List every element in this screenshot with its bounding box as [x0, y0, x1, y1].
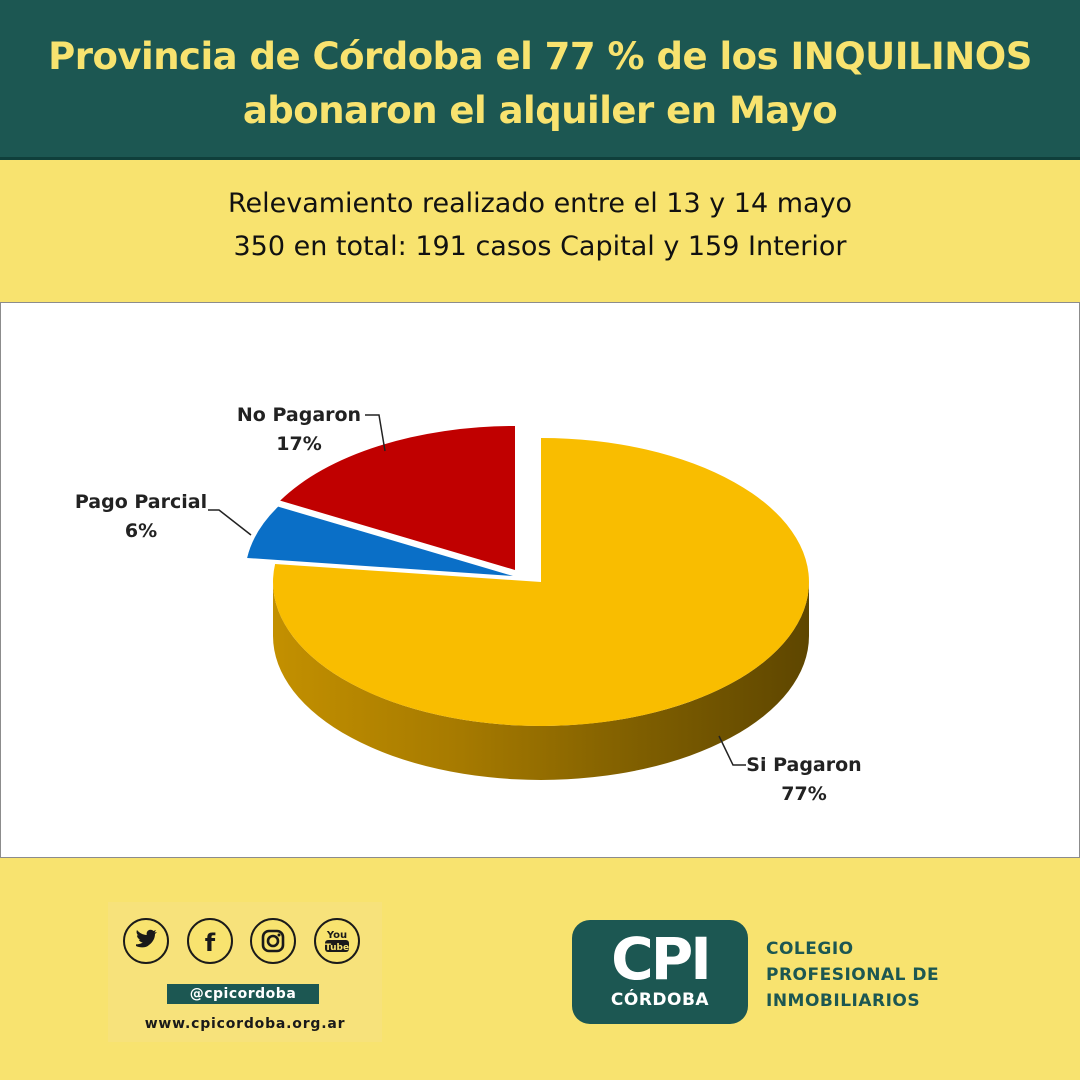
instagram-icon[interactable] — [250, 918, 296, 964]
youtube-icon[interactable]: You Tube — [314, 918, 360, 964]
pie-slice-no-pagaron — [280, 426, 515, 570]
cpi-logo: CPI CÓRDOBA — [572, 920, 748, 1024]
youtube-text-2: Tube — [325, 943, 349, 953]
label-no-pagaron: No Pagaron — [237, 404, 361, 426]
logo-city: CÓRDOBA — [610, 990, 710, 1010]
org-name-line-2: PROFESIONAL DE — [766, 965, 940, 985]
value-label-si-pagaron: 77% — [781, 783, 826, 805]
social-handle[interactable]: @cpicordoba — [167, 984, 319, 1004]
subtitle-line-1: Relevamiento realizado entre el 13 y 14 … — [227, 188, 853, 219]
leader-line-si-pagaron — [718, 735, 746, 766]
pie-slice-pago-parcial — [247, 506, 513, 576]
organization-name: COLEGIO PROFESIONAL DE INMOBILIARIOS — [766, 936, 939, 1014]
header-banner: Provincia de Córdoba el 77 % de los INQU… — [0, 0, 1080, 160]
youtube-text-1: You — [326, 930, 347, 941]
pie-side-si-pagaron — [273, 582, 809, 780]
title-line-2: abonaron el alquiler en Mayo — [242, 89, 838, 132]
leader-line-pago-parcial — [208, 509, 252, 536]
twitter-icon[interactable] — [123, 918, 169, 964]
label-pago-parcial: Pago Parcial — [75, 491, 207, 513]
label-si-pagaron: Si Pagaron — [746, 754, 861, 776]
chart-panel: Si Pagaron 77% Pago Parcial 6% No Pagaron 17% — [0, 302, 1080, 858]
org-name-line-3: INMOBILIARIOS — [766, 991, 921, 1011]
pie-chart: Si Pagaron 77% Pago Parcial 6% No Pagaron 17% — [75, 404, 862, 805]
title-line-1: Provincia de Córdoba el 77 % de los INQU… — [48, 35, 1032, 78]
org-name-line-1: COLEGIO — [766, 939, 854, 959]
value-label-no-pagaron: 17% — [276, 433, 321, 455]
subtitle-line-2: 350 en total: 191 casos Capital y 159 In… — [233, 231, 847, 262]
logo-mark: CPI — [611, 925, 712, 993]
leader-line-no-pagaron — [365, 414, 386, 452]
facebook-glyph: f — [205, 929, 216, 957]
social-panel: f You Tube @cpicordoba www.cpicordoba.or… — [108, 902, 382, 1042]
value-label-pago-parcial: 6% — [125, 520, 157, 542]
website-link[interactable]: www.cpicordoba.org.ar — [144, 1016, 346, 1032]
page-title: Provincia de Córdoba el 77 % de los INQU… — [0, 0, 1080, 138]
survey-subtitle: Relevamiento realizado entre el 13 y 14 … — [0, 182, 1080, 268]
facebook-icon[interactable]: f — [187, 918, 233, 964]
pie-slice-si-pagaron — [273, 438, 809, 726]
